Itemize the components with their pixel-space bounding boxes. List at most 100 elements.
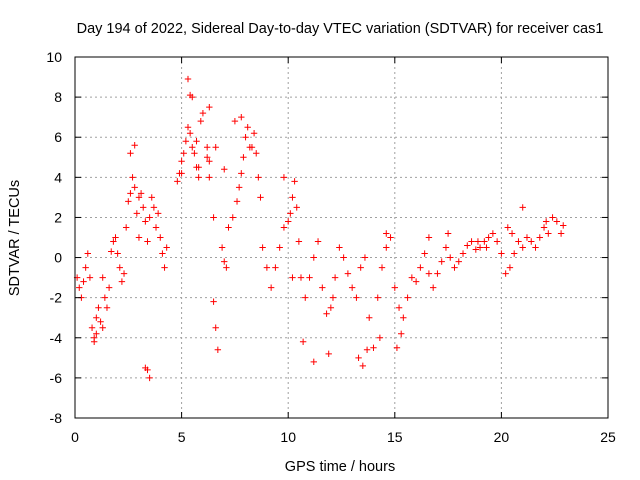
- data-point: [127, 190, 134, 197]
- data-point: [459, 250, 467, 257]
- data-point: [370, 344, 377, 352]
- data-point: [359, 362, 367, 370]
- data-point: [412, 278, 420, 285]
- data-point: [421, 250, 428, 257]
- x-tick-label: 5: [178, 429, 186, 445]
- data-point: [519, 244, 526, 251]
- data-point: [257, 194, 264, 201]
- chart-title: Day 194 of 2022, Sidereal Day-to-day VTE…: [77, 21, 604, 37]
- data-point: [221, 258, 228, 265]
- data-point: [408, 274, 416, 281]
- data-point: [86, 274, 94, 281]
- x-tick-label: 25: [600, 429, 616, 445]
- data-point: [193, 138, 200, 145]
- data-point: [545, 230, 552, 237]
- data-point: [210, 214, 217, 221]
- data-point: [472, 246, 480, 253]
- x-tick-label: 15: [387, 429, 403, 445]
- data-point: [140, 204, 147, 211]
- data-point: [519, 204, 526, 211]
- data-point: [244, 123, 251, 131]
- data-point: [340, 254, 347, 261]
- data-point: [542, 218, 550, 225]
- data-point: [184, 123, 192, 131]
- data-point: [295, 238, 303, 245]
- data-point: [536, 234, 543, 241]
- data-point: [357, 264, 364, 271]
- data-point: [560, 222, 567, 229]
- data-point: [240, 154, 247, 161]
- data-point: [80, 278, 87, 285]
- data-point: [127, 150, 134, 157]
- data-point: [255, 174, 262, 181]
- data-point: [197, 117, 204, 125]
- data-point: [223, 264, 230, 271]
- data-point: [293, 204, 300, 211]
- data-point: [195, 164, 202, 171]
- data-point: [508, 230, 516, 237]
- y-tick-label: 8: [54, 89, 62, 105]
- data-point: [82, 264, 89, 271]
- data-point: [93, 314, 100, 321]
- data-point: [391, 284, 398, 291]
- y-tick-label: 6: [54, 129, 62, 145]
- data-point: [246, 144, 254, 151]
- data-point: [186, 130, 194, 137]
- data-point: [135, 234, 143, 241]
- y-tick-label: 0: [54, 250, 62, 266]
- data-point: [285, 218, 292, 225]
- axis-ticks: [74, 56, 609, 419]
- data-point: [378, 264, 386, 271]
- data-point: [225, 224, 232, 231]
- data-point: [159, 250, 166, 257]
- data-point: [444, 230, 452, 237]
- data-point: [122, 224, 130, 231]
- data-point: [280, 174, 288, 181]
- data-point: [206, 174, 213, 181]
- data-point: [549, 214, 556, 221]
- data-point: [336, 244, 343, 251]
- data-point: [263, 264, 271, 271]
- data-point: [184, 75, 192, 83]
- y-tick-label: 4: [54, 169, 62, 185]
- data-point: [238, 113, 245, 121]
- data-point: [135, 194, 143, 201]
- data-point: [116, 264, 123, 271]
- data-point: [425, 234, 433, 241]
- data-point: [203, 154, 211, 161]
- data-point: [502, 270, 509, 277]
- data-point: [451, 264, 458, 271]
- data-point: [429, 284, 437, 291]
- data-point: [327, 304, 335, 311]
- data-point: [120, 270, 128, 277]
- data-point: [374, 294, 381, 301]
- data-point: [88, 324, 96, 331]
- data-point: [434, 270, 441, 277]
- data-point: [348, 284, 356, 291]
- x-axis-label: GPS time / hours: [285, 459, 395, 475]
- data-point: [310, 358, 317, 366]
- data-point: [99, 274, 106, 281]
- data-point: [383, 230, 390, 237]
- y-tick-label: 2: [54, 209, 62, 225]
- data-point: [152, 224, 160, 231]
- data-point: [133, 210, 141, 217]
- data-point: [142, 364, 149, 372]
- y-tick-labels: -8 -6 -4 -2 0 2 4 6 8 10: [46, 49, 62, 426]
- data-point: [129, 174, 136, 181]
- data-point: [131, 142, 138, 149]
- data-point: [108, 248, 115, 255]
- data-point: [355, 354, 362, 362]
- data-point: [464, 242, 471, 249]
- y-tick-label: -4: [50, 330, 63, 346]
- data-point: [93, 330, 100, 337]
- data-point: [235, 184, 243, 191]
- data-point: [468, 238, 475, 245]
- data-point: [493, 238, 501, 245]
- data-point: [146, 214, 153, 221]
- data-point: [393, 344, 401, 352]
- data-point: [314, 238, 322, 245]
- data-point: [447, 254, 454, 261]
- data-point: [425, 270, 433, 277]
- data-point: [97, 318, 104, 325]
